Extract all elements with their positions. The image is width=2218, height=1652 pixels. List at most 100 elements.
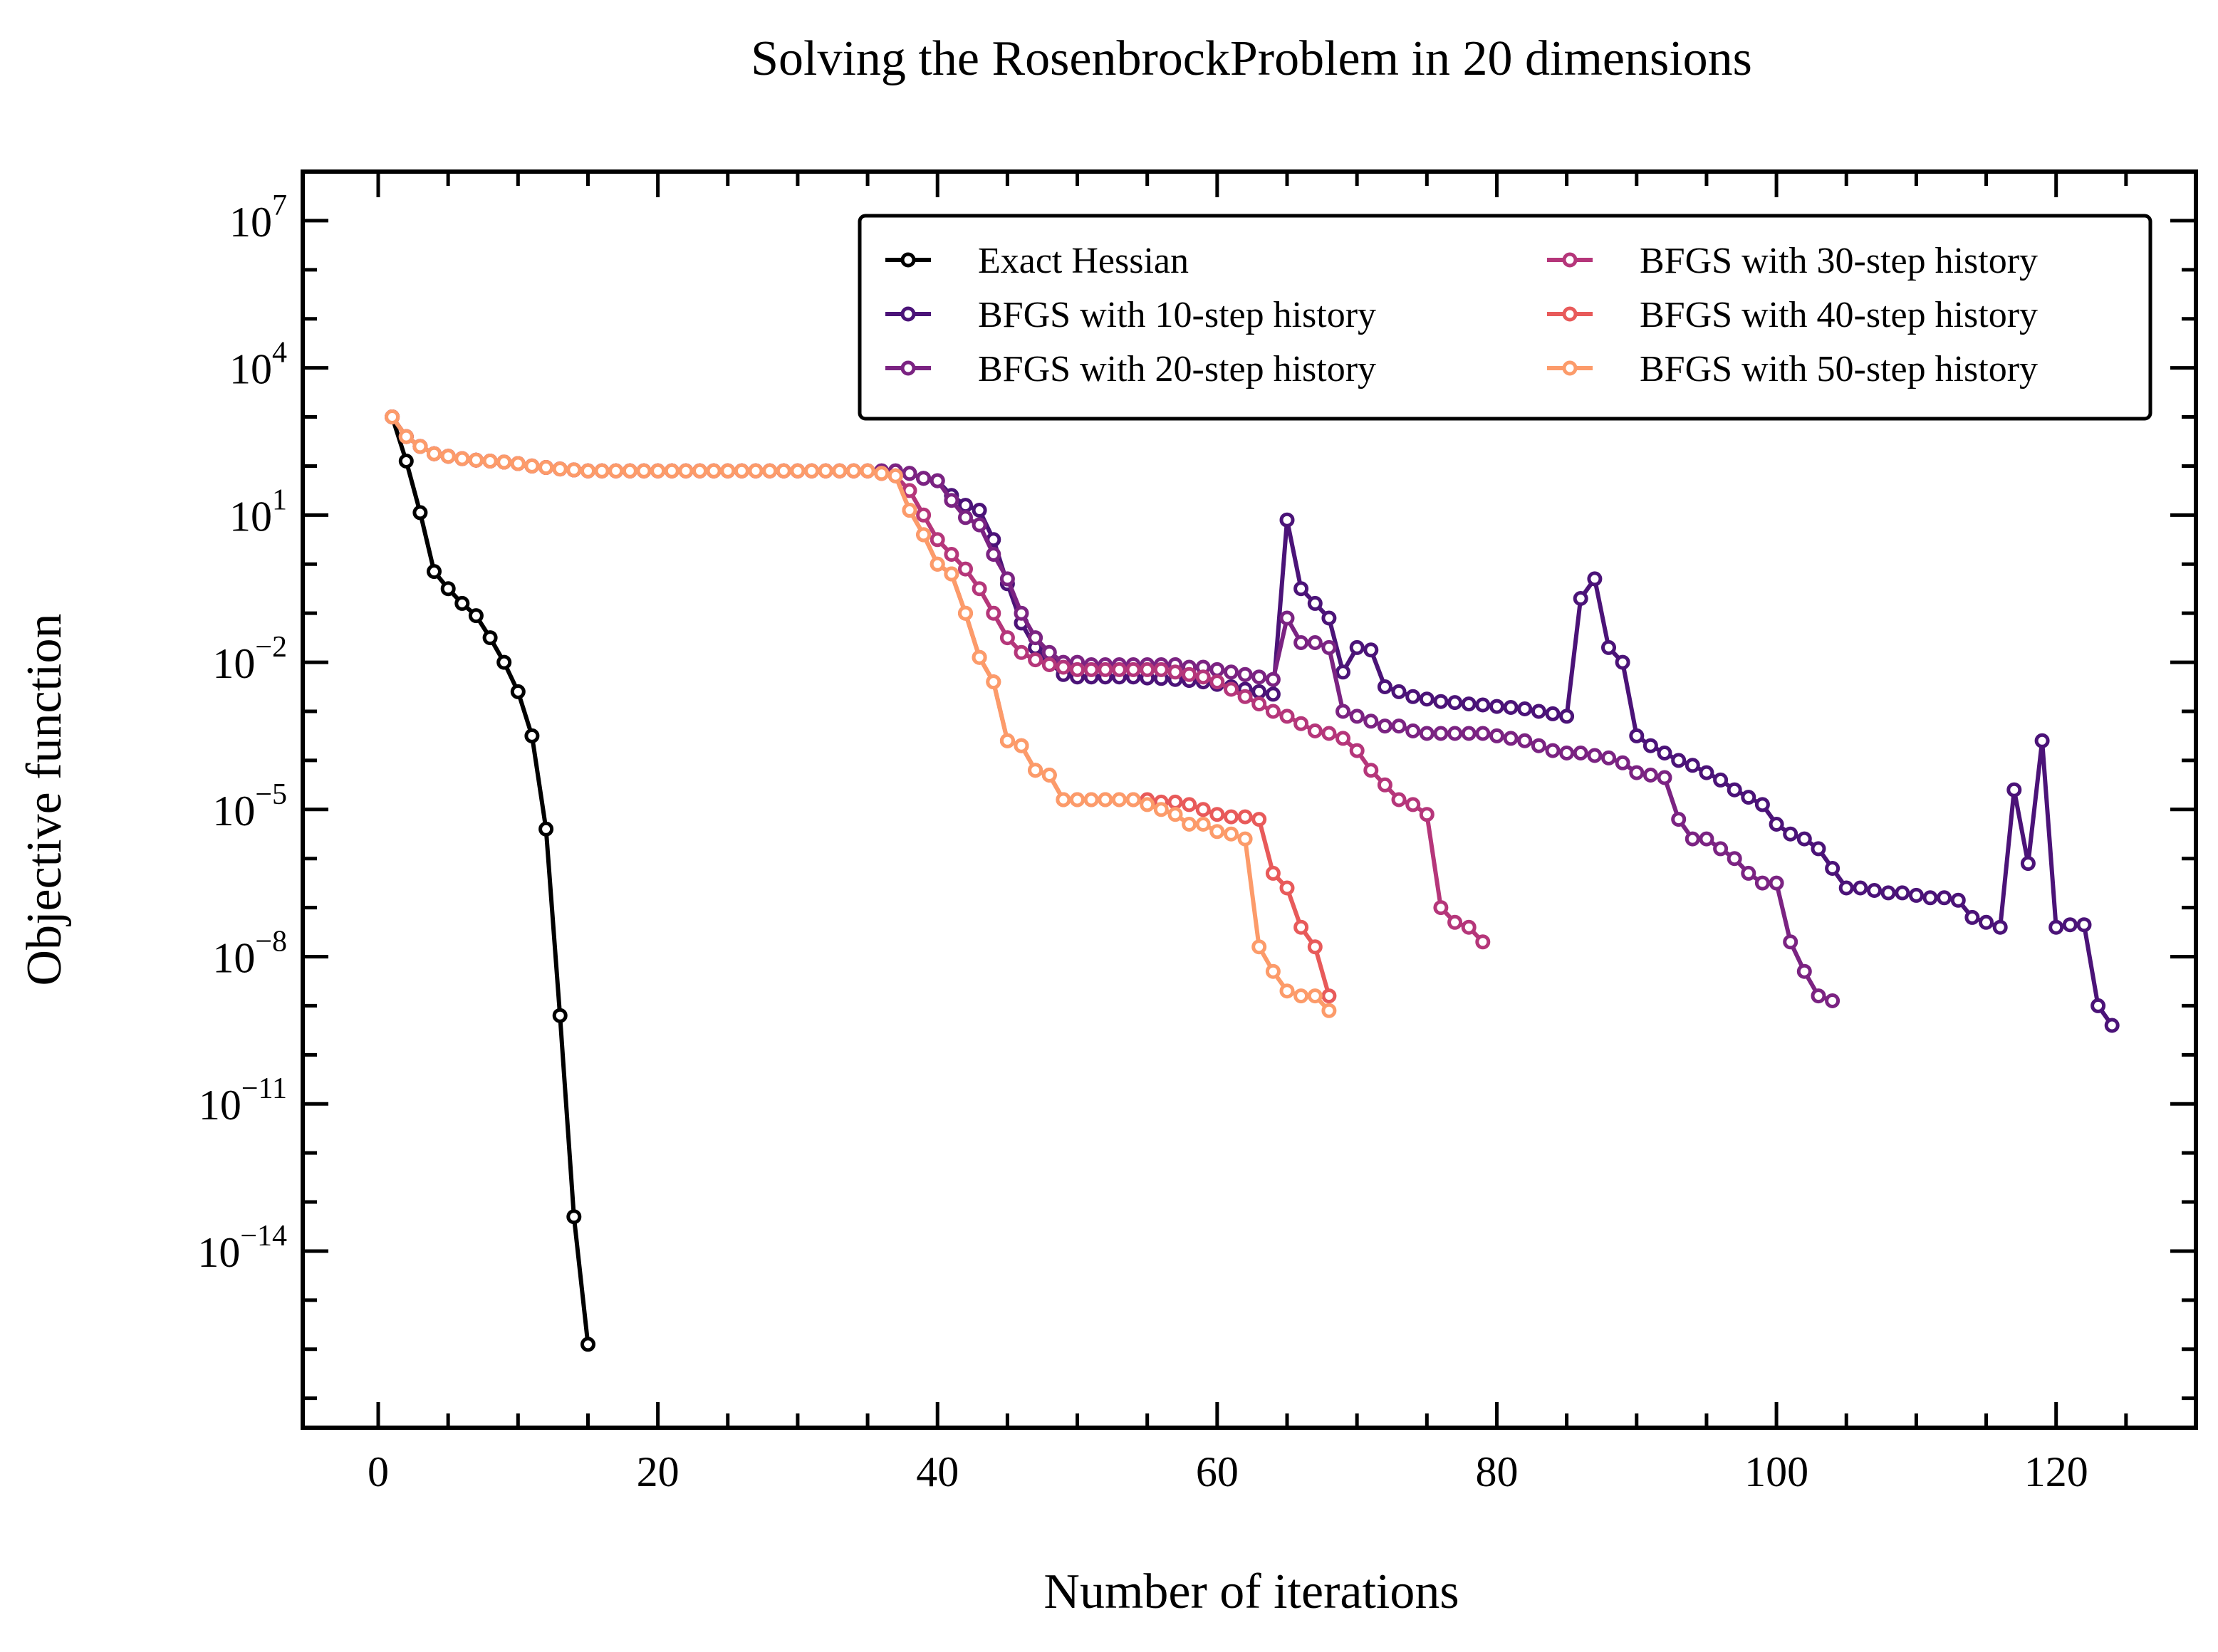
series-line: [390, 415, 1833, 1003]
data-point: [1642, 738, 1658, 753]
data-point: [1251, 812, 1267, 827]
data-point: [496, 654, 512, 670]
y-tick-label: 10−14: [197, 1220, 287, 1276]
series-2: [385, 409, 2120, 1033]
data-point: [1853, 880, 1868, 896]
data-point: [1153, 662, 1169, 677]
data-point: [1517, 701, 1533, 716]
data-point: [1265, 704, 1281, 719]
data-point: [1321, 639, 1337, 655]
data-point: [1083, 792, 1099, 807]
data-point: [1657, 770, 1672, 785]
data-point: [2006, 782, 2022, 798]
data-point: [1657, 746, 1672, 760]
data-point: [1307, 939, 1323, 955]
data-point: [790, 463, 806, 479]
data-point: [1908, 887, 1924, 903]
data-point: [566, 1209, 582, 1225]
data-point: [1237, 666, 1253, 682]
data-point: [958, 561, 973, 577]
data-point: [468, 452, 484, 468]
data-point: [1727, 782, 1742, 798]
data-point: [1922, 890, 1938, 906]
data-point: [1783, 826, 1798, 842]
data-point: [608, 463, 624, 479]
data-point: [1279, 709, 1295, 724]
data-point: [1251, 669, 1267, 685]
data-point: [1475, 934, 1491, 950]
data-point: [1195, 817, 1211, 832]
data-point: [1098, 662, 1113, 677]
data-point: [454, 595, 470, 611]
data-point: [1769, 817, 1784, 832]
data-point: [1811, 841, 1826, 857]
data-point: [1559, 709, 1575, 724]
data-point: [1307, 723, 1323, 738]
legend-label: BFGS with 50-step history: [1640, 349, 2038, 390]
data-point: [1783, 934, 1798, 950]
data-point: [1195, 802, 1211, 817]
data-point: [1363, 642, 1379, 658]
legend-marker: [900, 252, 916, 268]
data-point: [1125, 662, 1141, 677]
data-point: [776, 463, 791, 479]
x-tick-label: 20: [637, 1448, 680, 1495]
data-point: [385, 409, 400, 424]
data-point: [1419, 726, 1435, 741]
data-point: [720, 463, 736, 479]
data-point: [887, 468, 903, 483]
data-point: [1182, 797, 1197, 812]
legend-label: BFGS with 30-step history: [1640, 241, 2038, 281]
y-tick-label: 10−5: [212, 778, 287, 835]
data-point: [538, 821, 554, 837]
data-point: [524, 728, 540, 743]
data-point: [1167, 807, 1183, 822]
data-point: [1769, 875, 1784, 891]
data-point: [427, 564, 442, 580]
data-point: [1307, 595, 1323, 611]
data-point: [999, 733, 1015, 748]
series-line: [390, 415, 1331, 997]
data-point: [986, 674, 1001, 690]
data-point: [496, 454, 512, 470]
legend-item: BFGS with 50-step history: [1547, 349, 2038, 390]
data-point: [860, 463, 875, 479]
data-point: [916, 507, 932, 523]
data-point: [1992, 919, 2008, 935]
data-point: [1699, 765, 1714, 780]
data-point: [1224, 664, 1239, 680]
data-point: [1405, 723, 1421, 738]
data-point: [1293, 581, 1309, 597]
x-tick-label: 0: [368, 1448, 389, 1495]
data-point: [1880, 885, 1896, 901]
x-tick-label: 40: [916, 1448, 959, 1495]
series-1: [385, 409, 595, 1352]
data-point: [1237, 809, 1253, 825]
data-point: [1391, 792, 1407, 807]
data-point: [1279, 512, 1295, 528]
data-point: [510, 456, 526, 471]
data-point: [1461, 726, 1477, 741]
data-point: [1293, 988, 1309, 1004]
data-point: [1098, 792, 1113, 807]
legend-marker: [900, 306, 916, 322]
data-point: [1321, 1003, 1337, 1018]
series-line: [390, 415, 1484, 943]
legend-label: Exact Hessian: [978, 241, 1189, 281]
data-point: [944, 547, 959, 562]
data-point: [1167, 794, 1183, 810]
plot-frame: [301, 169, 2198, 1430]
data-point: [874, 466, 890, 481]
data-point: [1405, 689, 1421, 704]
data-point: [1838, 880, 1854, 896]
data-point: [1979, 914, 1994, 930]
data-point: [1377, 777, 1392, 793]
data-point: [1279, 610, 1295, 626]
data-point: [2062, 917, 2078, 933]
data-point: [1111, 662, 1127, 677]
y-tick-label: 104: [229, 337, 287, 393]
legend: Exact Hessian BFGS with 10-step history BF…: [858, 214, 2152, 421]
y-tick-label: 10−8: [212, 926, 287, 982]
data-point: [1083, 662, 1099, 677]
